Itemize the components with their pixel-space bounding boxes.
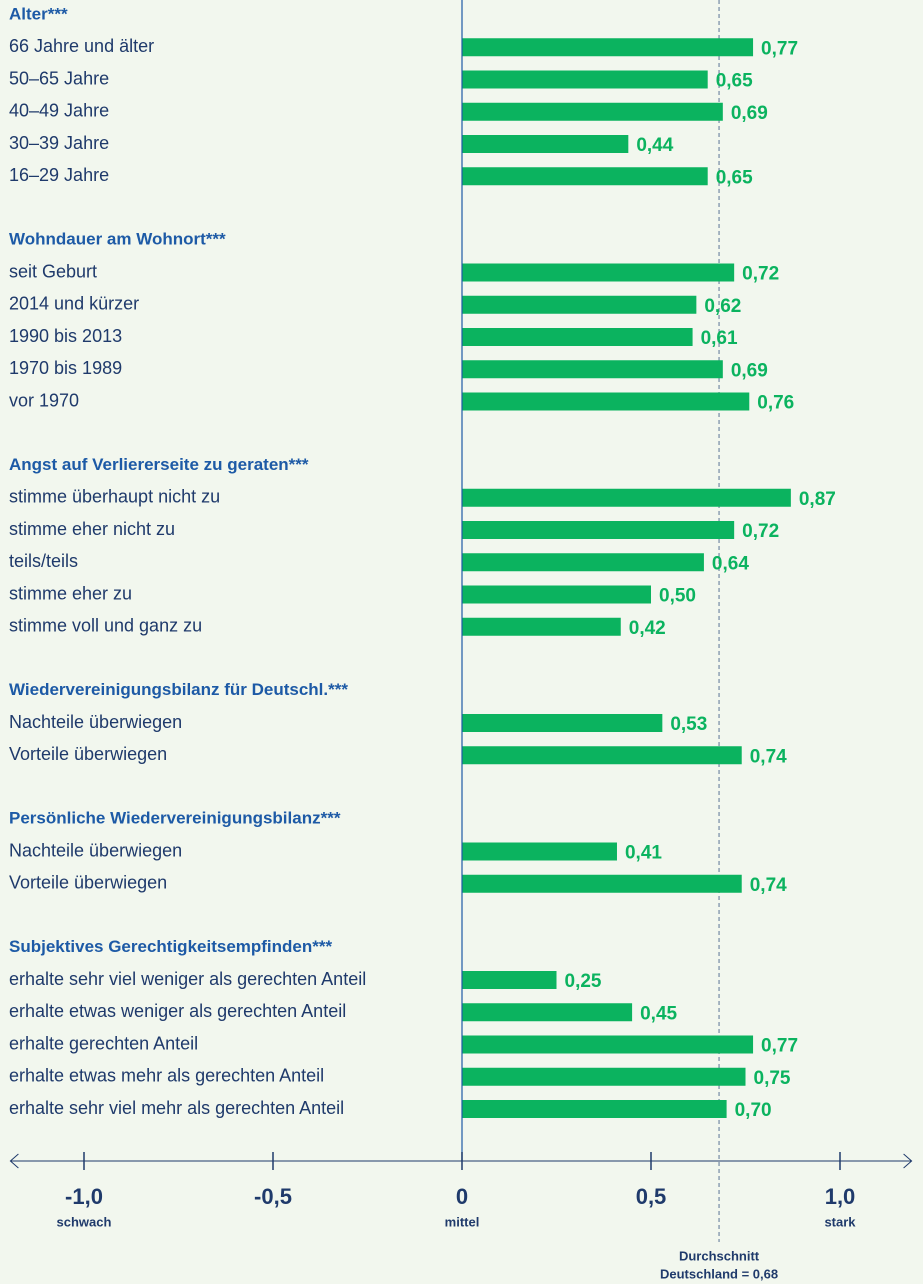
category-label: erhalte etwas mehr als gerechten Anteil [9, 1066, 324, 1086]
bar [462, 1067, 746, 1086]
category-label: 30–39 Jahre [9, 133, 109, 153]
value-label: 0,42 [629, 618, 666, 639]
value-label: 0,87 [799, 489, 836, 510]
category-label: stimme voll und ganz zu [9, 616, 202, 636]
category-label: stimme eher nicht zu [9, 519, 175, 539]
bar [462, 360, 723, 379]
category-label: 40–49 Jahre [9, 101, 109, 121]
scale-label: mittel [445, 1214, 480, 1229]
x-tick-label: -0,5 [254, 1184, 292, 1209]
category-label: stimme überhaupt nicht zu [9, 487, 220, 507]
value-label: 0,41 [625, 843, 662, 864]
category-label: Nachteile überwiegen [9, 712, 182, 732]
category-label: erhalte gerechten Anteil [9, 1033, 198, 1053]
scale-label: stark [824, 1214, 856, 1229]
value-label: 0,72 [742, 264, 779, 285]
bar [462, 1035, 754, 1054]
bar [462, 714, 663, 732]
value-label: 0,50 [659, 586, 696, 607]
value-label: 0,74 [750, 875, 787, 896]
category-label: 1990 bis 2013 [9, 326, 122, 346]
value-label: 0,53 [670, 714, 707, 735]
bar [462, 70, 708, 89]
category-label: 50–65 Jahre [9, 68, 109, 88]
bar [462, 102, 723, 121]
value-label: 0,72 [742, 521, 779, 542]
axis-arrow-left [9, 1153, 19, 1169]
group-title: Wiedervereinigungsbilanz für Deutschl.**… [9, 680, 348, 699]
bar [462, 1003, 633, 1022]
group-title: Angst auf Verliererseite zu geraten*** [9, 455, 309, 474]
bar [462, 1100, 727, 1118]
bar [462, 617, 621, 636]
category-label: 66 Jahre und älter [9, 36, 154, 56]
group-title: Alter*** [9, 4, 68, 23]
value-label: 0,44 [636, 135, 673, 156]
category-label: erhalte sehr viel weniger als gerechten … [9, 969, 366, 989]
bar [462, 746, 742, 765]
value-label: 0,25 [565, 971, 602, 992]
category-label: 16–29 Jahre [9, 165, 109, 185]
value-label: 0,77 [761, 1036, 798, 1057]
bar [462, 585, 651, 604]
category-label: Vorteile überwiegen [9, 744, 167, 764]
bar [462, 167, 708, 186]
group-title: Persönliche Wiedervereinigungsbilanz*** [9, 809, 341, 828]
value-label: 0,69 [731, 360, 768, 381]
value-label: 0,70 [735, 1100, 772, 1121]
category-label: 2014 und kürzer [9, 294, 139, 314]
x-tick-label: 0,5 [636, 1184, 667, 1209]
value-label: 0,77 [761, 38, 798, 59]
bar [462, 971, 557, 989]
value-label: 0,75 [754, 1068, 791, 1089]
bar [462, 874, 742, 893]
value-label: 0,61 [701, 328, 738, 349]
bar [462, 488, 791, 507]
bar [462, 135, 629, 153]
category-label: Nachteile überwiegen [9, 840, 182, 860]
bar [462, 38, 754, 57]
category-label: vor 1970 [9, 390, 79, 410]
bar [462, 553, 704, 572]
bar [462, 842, 617, 861]
category-label: seit Geburt [9, 261, 97, 281]
bar [462, 295, 697, 314]
bar [462, 392, 750, 411]
value-label: 0,65 [716, 167, 753, 188]
reference-label: Deutschland = 0,68 [660, 1266, 778, 1281]
value-label: 0,76 [757, 393, 794, 414]
category-label: 1970 bis 1989 [9, 358, 122, 378]
value-label: 0,64 [712, 553, 749, 574]
value-label: 0,69 [731, 103, 768, 124]
axis-arrow-right [903, 1153, 913, 1169]
x-tick-label: 0 [456, 1184, 468, 1209]
x-tick-label: -1,0 [65, 1184, 103, 1209]
value-label: 0,45 [640, 1003, 677, 1024]
value-label: 0,62 [704, 296, 741, 317]
category-label: erhalte etwas weniger als gerechten Ante… [9, 1001, 346, 1021]
bar [462, 328, 693, 346]
category-label: erhalte sehr viel mehr als gerechten Ant… [9, 1098, 344, 1118]
value-label: 0,74 [750, 746, 787, 767]
scale-label: schwach [57, 1214, 112, 1229]
bar [462, 263, 735, 282]
x-tick-label: 1,0 [825, 1184, 856, 1209]
category-label: Vorteile überwiegen [9, 873, 167, 893]
reference-label: Durchschnitt [679, 1248, 760, 1263]
group-title: Wohndauer am Wohnort*** [9, 230, 226, 249]
group-title: Subjektives Gerechtigkeitsempfinden*** [9, 937, 332, 956]
value-label: 0,65 [716, 71, 753, 92]
category-label: teils/teils [9, 551, 78, 571]
bar [462, 521, 735, 539]
category-label: stimme eher zu [9, 583, 132, 603]
